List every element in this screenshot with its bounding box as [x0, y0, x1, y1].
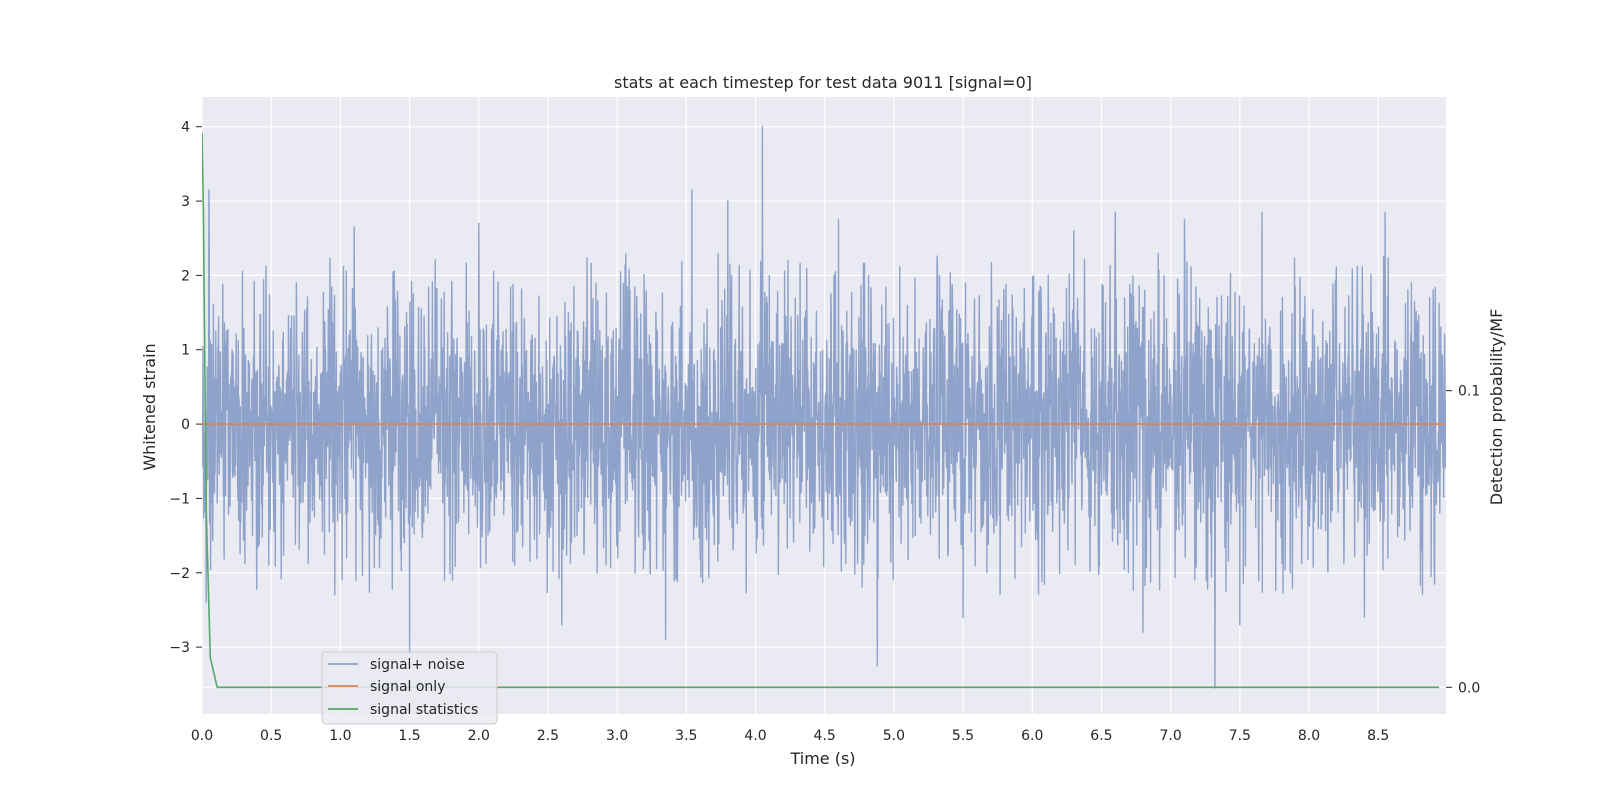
legend-box	[321, 651, 498, 725]
y2-tick-label: 0.0	[1458, 680, 1480, 696]
legend-label-signal-only: signal only	[370, 679, 445, 695]
series-line-signal-noise	[202, 126, 1446, 689]
x-axis-title: Time (s)	[789, 749, 855, 768]
y-axis-ticks: −3 −2 −1 0 1 2 3 4	[169, 120, 202, 656]
y-tick-label: 0	[181, 417, 190, 433]
y-tick-label: −3	[169, 640, 190, 656]
legend-label-signal-noise: signal+ noise	[370, 657, 465, 673]
y2-axis-ticks: 0.0 0.1	[1446, 384, 1480, 696]
x-tick-label: 7.0	[1159, 728, 1181, 744]
series-line-signal-statistics	[202, 132, 1440, 689]
y2-tick-label: 0.1	[1458, 384, 1480, 400]
y-tick-label: −1	[169, 491, 190, 507]
x-tick-label: 7.5	[1229, 728, 1251, 744]
x-tick-label: 0.5	[260, 728, 282, 744]
x-tick-label: 6.0	[1021, 728, 1043, 744]
x-tick-label: 8.0	[1298, 728, 1320, 744]
x-tick-label: 1.5	[398, 728, 420, 744]
chart-title: stats at each timestep for test data 901…	[614, 73, 1032, 92]
y-tick-label: −2	[169, 566, 190, 582]
x-tick-label: 2.0	[468, 728, 490, 744]
x-tick-label: 3.0	[606, 728, 628, 744]
x-tick-label: 2.5	[537, 728, 559, 744]
x-tick-label: 6.5	[1090, 728, 1112, 744]
x-axis-ticks: 0.0 0.5 1.0 1.5 2.0 2.5 3.0 3.5 4.0 4.5 5.0 5.5 6.0 6…	[191, 728, 1389, 744]
x-tick-label: 4.0	[744, 728, 766, 744]
x-tick-label: 0.0	[191, 728, 213, 744]
series-layer	[202, 126, 1446, 689]
y-tick-label: 1	[181, 343, 190, 359]
y-tick-label: 2	[181, 268, 190, 284]
y-axis-title: Whitened strain	[140, 343, 159, 470]
x-tick-label: 1.0	[329, 728, 351, 744]
x-tick-label: 4.5	[814, 728, 836, 744]
y-tick-label: 4	[181, 120, 190, 136]
x-tick-label: 3.5	[675, 728, 697, 744]
legend-label-signal-statistics: signal statistics	[370, 702, 478, 718]
y2-axis-title: Detection probability/MF	[1487, 309, 1506, 506]
x-tick-label: 5.5	[952, 728, 974, 744]
x-tick-label: 8.5	[1367, 728, 1389, 744]
y-tick-label: 3	[181, 194, 190, 210]
legend: signal+ noise signal only signal statist…	[321, 651, 498, 725]
x-tick-label: 5.0	[883, 728, 905, 744]
